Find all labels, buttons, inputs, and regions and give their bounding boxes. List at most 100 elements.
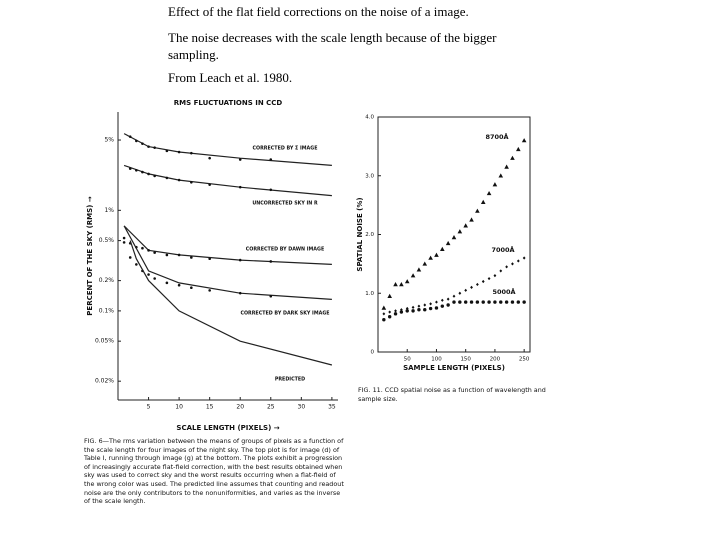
y-tick-label: 0.05% [95, 338, 114, 345]
data-point [475, 300, 480, 304]
data-point [480, 199, 486, 204]
data-point [493, 274, 497, 278]
data-point [505, 265, 509, 269]
y-tick-label: 1.0 [365, 291, 374, 297]
data-point [122, 236, 126, 240]
data-point [464, 288, 468, 292]
data-point [422, 261, 428, 266]
data-point [141, 170, 144, 174]
data-point [445, 240, 451, 246]
data-point [410, 273, 416, 278]
y-tick-label: 3.0 [365, 173, 374, 179]
data-point [463, 300, 468, 304]
data-point [165, 149, 169, 153]
data-point [388, 310, 392, 314]
data-point [452, 300, 456, 304]
data-point [382, 312, 386, 316]
data-point [504, 164, 509, 169]
figure-caption: FIG. 6—The rms variation between the mea… [84, 437, 344, 506]
plot-frame [377, 116, 531, 353]
x-tick-label: 10 [175, 404, 183, 411]
x-tick-label: 30 [298, 404, 306, 411]
data-point [128, 167, 132, 170]
data-point [440, 304, 445, 308]
y-tick-label: 0.5% [99, 237, 115, 244]
data-point [411, 309, 415, 313]
data-point [147, 273, 150, 276]
data-point [504, 300, 509, 304]
data-point [128, 256, 132, 259]
data-point [510, 300, 515, 304]
data-point [177, 178, 181, 182]
y-tick-label: 0.1% [99, 307, 115, 314]
data-point [387, 293, 392, 298]
data-point [190, 151, 193, 155]
data-point [165, 253, 169, 257]
figure-caption: FIG. 11. CCD spatial noise as a function… [358, 386, 546, 403]
data-point [416, 267, 422, 272]
data-point [516, 259, 520, 263]
x-tick-label: 150 [460, 357, 471, 363]
data-point [135, 139, 138, 143]
data-point [382, 317, 386, 322]
data-point [451, 235, 457, 240]
series-label: 8700Å [485, 132, 508, 141]
data-point [153, 277, 156, 280]
data-point [469, 300, 474, 304]
data-point [190, 180, 193, 184]
data-point [399, 282, 404, 287]
data-point [516, 300, 521, 304]
data-point [487, 276, 491, 281]
data-point [238, 291, 242, 295]
chart-title: RMS FLUCTUATIONS IN CCD [174, 99, 283, 107]
data-point [147, 249, 150, 252]
series-label: CORRECTED BY DARK SKY IMAGE [240, 311, 329, 317]
fit-line [123, 225, 332, 265]
data-point [435, 300, 438, 304]
y-tick-label: 0.2% [99, 277, 115, 284]
data-point [458, 291, 462, 295]
x-tick-label: 250 [519, 357, 530, 363]
data-point [208, 289, 211, 292]
x-tick-label: 100 [431, 357, 442, 363]
data-point [122, 241, 126, 244]
data-point [399, 310, 404, 314]
fit-line [129, 240, 333, 366]
data-point [135, 169, 138, 172]
data-point [481, 300, 485, 304]
data-point [440, 246, 445, 251]
data-point [405, 309, 409, 313]
x-axis-label: SAMPLE LENGTH (PIXELS) [403, 364, 505, 372]
data-point [522, 256, 526, 260]
x-tick-label: 35 [328, 404, 336, 411]
y-tick-label: 5% [104, 137, 114, 144]
data-point [475, 208, 480, 213]
series-label: PREDICTED [275, 377, 305, 383]
data-point [128, 135, 132, 138]
data-point [481, 279, 485, 284]
y-tick-label: 2.0 [365, 232, 374, 238]
data-point [469, 217, 474, 222]
y-axis-label: PERCENT OF THE SKY (RMS) → [86, 196, 94, 316]
data-point [492, 182, 498, 187]
slide-line: Effect of the flat field corrections on … [168, 4, 469, 19]
data-point [428, 255, 433, 260]
data-point [522, 300, 526, 304]
data-point [177, 253, 181, 257]
data-point [177, 283, 181, 287]
data-point [440, 298, 444, 302]
x-tick-label: 15 [206, 404, 214, 411]
data-point [394, 309, 397, 313]
data-point [269, 294, 273, 298]
x-tick-label: 50 [404, 357, 411, 363]
data-point [411, 305, 415, 309]
data-point [452, 294, 456, 298]
data-point [141, 142, 144, 145]
data-point [141, 246, 144, 250]
data-point [511, 262, 514, 266]
series-label: CORRECTED BY Σ IMAGE [253, 146, 318, 152]
data-point [423, 308, 427, 312]
data-point [177, 150, 181, 154]
x-tick-label: 5 [147, 404, 151, 411]
